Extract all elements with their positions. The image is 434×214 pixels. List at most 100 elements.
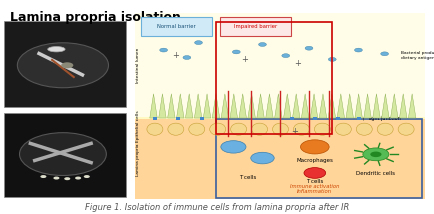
Polygon shape	[293, 94, 300, 118]
Polygon shape	[185, 94, 193, 118]
Bar	[336, 117, 340, 120]
Ellipse shape	[48, 46, 65, 52]
Polygon shape	[301, 94, 309, 118]
Text: T cells: T cells	[239, 175, 256, 180]
Circle shape	[84, 175, 90, 178]
Polygon shape	[257, 94, 264, 118]
Polygon shape	[275, 94, 282, 118]
Text: Tight junction: Tight junction	[367, 116, 400, 120]
Polygon shape	[328, 94, 335, 118]
Ellipse shape	[316, 143, 327, 147]
Circle shape	[304, 168, 326, 178]
Circle shape	[17, 43, 108, 88]
Circle shape	[221, 141, 246, 153]
Text: Impaired barrier: Impaired barrier	[233, 24, 277, 29]
Circle shape	[363, 148, 389, 161]
Ellipse shape	[147, 123, 163, 135]
Circle shape	[282, 54, 289, 58]
Polygon shape	[266, 94, 273, 118]
Circle shape	[305, 46, 313, 50]
Polygon shape	[364, 94, 372, 118]
Polygon shape	[212, 94, 220, 118]
Text: Immune activation
Inflammation: Immune activation Inflammation	[290, 184, 339, 194]
Text: Lamina propria isolation: Lamina propria isolation	[10, 11, 181, 24]
Ellipse shape	[189, 123, 205, 135]
Circle shape	[259, 43, 266, 46]
Polygon shape	[391, 94, 398, 118]
Text: Normal barrier: Normal barrier	[158, 24, 196, 29]
Ellipse shape	[293, 123, 309, 135]
Circle shape	[370, 152, 381, 157]
Bar	[135, 117, 425, 134]
Bar	[4, 21, 126, 107]
Ellipse shape	[230, 123, 247, 135]
Text: +: +	[242, 55, 249, 64]
FancyBboxPatch shape	[141, 17, 212, 36]
Circle shape	[40, 175, 46, 178]
Polygon shape	[346, 94, 353, 118]
Bar	[313, 117, 317, 120]
Circle shape	[64, 177, 70, 180]
Polygon shape	[373, 94, 380, 118]
Polygon shape	[159, 94, 166, 118]
Text: Bacterial products and
dietary antigens: Bacterial products and dietary antigens	[401, 51, 434, 60]
Polygon shape	[408, 94, 416, 118]
Circle shape	[53, 177, 59, 180]
Ellipse shape	[306, 142, 315, 145]
Circle shape	[251, 152, 274, 164]
Polygon shape	[319, 94, 327, 118]
Bar	[4, 113, 126, 197]
Circle shape	[233, 50, 240, 54]
Circle shape	[20, 133, 106, 175]
Bar	[176, 117, 181, 120]
Ellipse shape	[398, 123, 414, 135]
Polygon shape	[381, 94, 389, 118]
Bar	[153, 117, 157, 120]
Polygon shape	[194, 94, 202, 118]
Bar	[135, 13, 425, 119]
Circle shape	[300, 140, 329, 154]
Ellipse shape	[210, 123, 226, 135]
Ellipse shape	[168, 123, 184, 135]
Bar	[216, 22, 332, 134]
Polygon shape	[177, 94, 184, 118]
Circle shape	[329, 58, 336, 61]
Polygon shape	[239, 94, 247, 118]
Circle shape	[61, 62, 73, 68]
Polygon shape	[310, 94, 318, 118]
Circle shape	[160, 48, 168, 52]
Polygon shape	[230, 94, 237, 118]
Ellipse shape	[335, 123, 351, 135]
Text: T cells: T cells	[306, 179, 323, 184]
Circle shape	[194, 41, 202, 45]
Ellipse shape	[273, 123, 289, 135]
Bar	[357, 117, 361, 120]
Polygon shape	[150, 94, 157, 118]
Text: Intestinal lumen: Intestinal lumen	[136, 47, 140, 83]
Text: Figure 1. Isolation of immune cells from lamina propria after IR: Figure 1. Isolation of immune cells from…	[85, 203, 349, 212]
Text: +: +	[294, 59, 301, 68]
FancyBboxPatch shape	[220, 17, 291, 36]
Text: Lamina propria: Lamina propria	[136, 144, 140, 176]
Polygon shape	[248, 94, 255, 118]
Bar	[135, 119, 425, 199]
Polygon shape	[221, 94, 229, 118]
Circle shape	[75, 177, 81, 180]
Bar	[200, 117, 204, 120]
Polygon shape	[168, 94, 175, 118]
Text: Macrophages: Macrophages	[296, 158, 333, 163]
Ellipse shape	[377, 123, 393, 135]
Polygon shape	[337, 94, 345, 118]
Text: +: +	[291, 128, 298, 137]
Text: +: +	[172, 51, 179, 60]
Polygon shape	[283, 94, 291, 118]
Ellipse shape	[356, 123, 372, 135]
Polygon shape	[355, 94, 362, 118]
Bar	[290, 117, 294, 120]
Text: Epithelial cells: Epithelial cells	[136, 111, 140, 142]
Text: Dendritic cells: Dendritic cells	[356, 171, 395, 176]
Polygon shape	[399, 94, 407, 118]
Polygon shape	[203, 94, 211, 118]
Circle shape	[183, 56, 191, 59]
Circle shape	[355, 48, 362, 52]
